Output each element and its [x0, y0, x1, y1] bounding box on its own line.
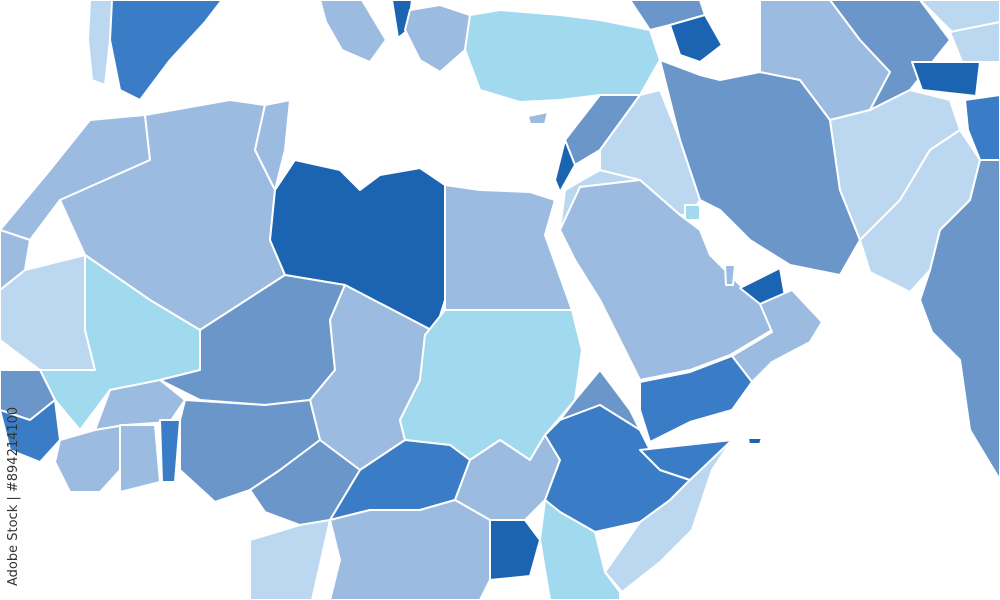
yemen [639, 355, 753, 443]
stock-credit-label: Adobe Stock | #894214100 [6, 406, 21, 586]
qatar [724, 264, 736, 286]
kazakhstan [919, 0, 1000, 33]
egypt [444, 184, 573, 311]
portugal [87, 0, 116, 86]
gabon-congo [249, 519, 331, 600]
tunisia [254, 99, 291, 191]
dr-congo [329, 499, 491, 600]
socotra [747, 437, 763, 445]
israel-lebanon [554, 139, 576, 193]
greece [404, 4, 471, 73]
oman [731, 289, 823, 383]
somalia [604, 439, 733, 593]
togo-benin [159, 419, 181, 483]
uganda [489, 519, 541, 581]
cote-divoire [54, 424, 126, 493]
kenya [539, 499, 621, 600]
kyrgyzstan [949, 21, 1000, 63]
india [919, 159, 1000, 481]
ghana [119, 424, 161, 493]
mali [39, 254, 201, 431]
spain [109, 0, 223, 101]
armenia-azerbaijan [669, 14, 723, 63]
cyprus [527, 111, 549, 125]
turkey [464, 9, 661, 103]
italy [319, 0, 387, 63]
kuwait [684, 204, 701, 221]
tajikistan [911, 61, 981, 97]
